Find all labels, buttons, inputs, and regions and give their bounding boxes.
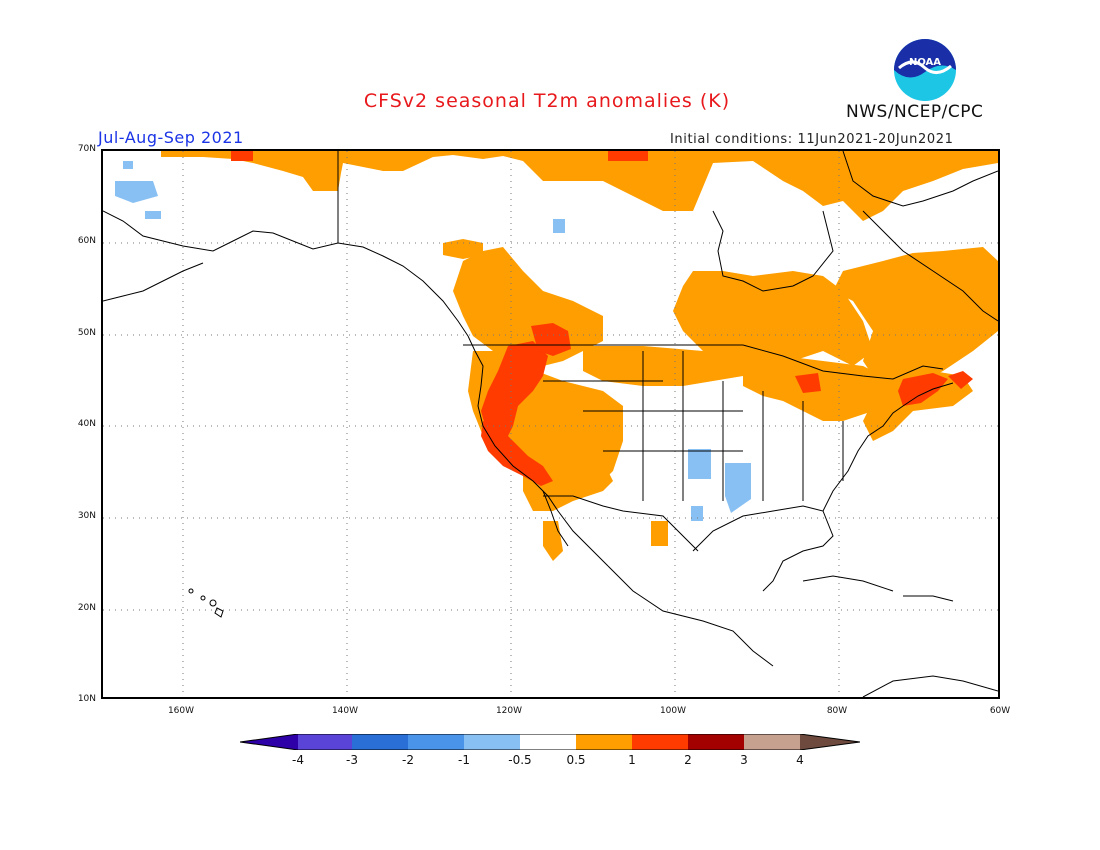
- lat-label-50n: 50N: [77, 328, 96, 338]
- coast-hudson-bay: [712, 210, 834, 292]
- coast-gulf: [692, 505, 834, 592]
- lon-label-60w: 60W: [989, 706, 1011, 716]
- anomaly-region-hudson-blue: [553, 219, 565, 233]
- lon-label-100w: 100W: [659, 706, 687, 716]
- anomaly-region-nova-scotia: [948, 371, 973, 389]
- anomaly-region-arctic: [161, 151, 998, 221]
- colorbar-swatch-4: [464, 734, 520, 750]
- colorbar: [240, 734, 860, 750]
- coast-south-america: [862, 675, 998, 697]
- states-grid: [543, 351, 844, 501]
- colorbar-label: -0.5: [508, 753, 532, 767]
- lon-label-140w: 140W: [331, 706, 359, 716]
- coast-baja: [542, 490, 569, 547]
- coast-mexico-central: [607, 565, 774, 667]
- map-panel: [101, 149, 1000, 699]
- colorbar-swatch-1: [298, 734, 352, 750]
- season-label: Jul-Aug-Sep 2021: [98, 128, 244, 147]
- anomaly-region-alaska-sw: [123, 161, 133, 169]
- anomaly-red-layer: [231, 151, 973, 486]
- colorbar-label: -3: [346, 753, 358, 767]
- anomaly-region-michigan: [795, 373, 821, 393]
- hawaii-islands: [188, 588, 224, 618]
- graticule: [103, 151, 998, 697]
- lat-label-60n: 60N: [77, 236, 96, 246]
- lat-label-20n: 20N: [77, 603, 96, 613]
- anomaly-region-louisiana: [725, 463, 751, 513]
- coast-alaska: [103, 210, 469, 337]
- initial-conditions-label: Initial conditions: 11Jun2021-20Jun2021: [670, 132, 954, 147]
- anomaly-region-arctic-red-2: [608, 151, 648, 161]
- anomaly-blue-layer: [115, 161, 751, 521]
- colorbar-label: -2: [402, 753, 414, 767]
- colorbar-swatch-2: [352, 734, 408, 750]
- anomaly-region-california: [481, 421, 553, 486]
- colorbar-label: -1: [458, 753, 470, 767]
- anomaly-region-pacific-northwest: [481, 341, 548, 446]
- coast-west-us: [467, 335, 609, 567]
- colorbar-swatch-3: [408, 734, 464, 750]
- anomaly-region-quebec: [833, 247, 998, 391]
- colorbar-label: 0.5: [566, 753, 586, 767]
- colorbar-swatch-8: [688, 734, 744, 750]
- anomaly-region-arctic-red-1: [231, 151, 253, 161]
- anomaly-region-western-alaska: [115, 181, 158, 203]
- colorbar-swatch-5: [520, 734, 576, 750]
- anomaly-region-mexico-west: [543, 521, 563, 561]
- anomaly-region-new-england: [898, 373, 948, 406]
- anomaly-region-northern-plains: [583, 346, 743, 386]
- lon-label-160w: 160W: [167, 706, 195, 716]
- lat-label-40n: 40N: [77, 419, 96, 429]
- chart-title: CFSv2 seasonal T2m anomalies (K): [363, 90, 731, 112]
- coast-aleutians: [103, 262, 204, 302]
- anomaly-orange-layer: [161, 151, 998, 561]
- svg-text:NOAA: NOAA: [909, 57, 941, 68]
- coastlines: [103, 151, 998, 697]
- anomaly-region-mexico-plateau: [651, 521, 668, 546]
- colorbar-label: 2: [684, 753, 692, 767]
- lat-label-30n: 30N: [77, 511, 96, 521]
- lon-label-80w: 80W: [826, 706, 848, 716]
- map-canvas: [103, 151, 998, 697]
- lat-label-10n: 10N: [77, 694, 96, 704]
- coast-hispaniola: [903, 595, 954, 602]
- anomaly-region-texas: [688, 449, 711, 479]
- colorbar-label: 3: [740, 753, 748, 767]
- anomaly-region-ontario: [673, 271, 873, 376]
- anomaly-region-idaho: [531, 323, 571, 356]
- colorbar-label: 4: [796, 753, 804, 767]
- colorbar-label: 1: [628, 753, 636, 767]
- colorbar-swatch-6: [576, 734, 632, 750]
- noaa-logo: NOAA: [894, 39, 956, 101]
- lon-label-120w: 120W: [495, 706, 523, 716]
- anomaly-region-northeast: [863, 371, 973, 441]
- anomaly-region-alaska-sw2: [145, 211, 161, 219]
- anomaly-region-yukon-patch: [443, 239, 483, 259]
- border-us-mexico: [543, 495, 699, 552]
- coast-labrador: [862, 210, 998, 322]
- lat-label-70n: 70N: [77, 144, 96, 154]
- colorbar-swatch-7: [632, 734, 688, 750]
- anomaly-region-texas-coast: [691, 506, 703, 521]
- coast-cuba: [802, 575, 894, 592]
- agency-label: NWS/NCEP/CPC: [846, 102, 984, 122]
- colorbar-label: -4: [292, 753, 304, 767]
- colorbar-arrow-high: [800, 734, 860, 750]
- coast-greenland: [842, 151, 998, 207]
- political-borders: [337, 151, 944, 552]
- colorbar-arrow-low: [240, 734, 298, 750]
- colorbar-swatch-9: [744, 734, 800, 750]
- border-us-canada-east: [742, 344, 944, 380]
